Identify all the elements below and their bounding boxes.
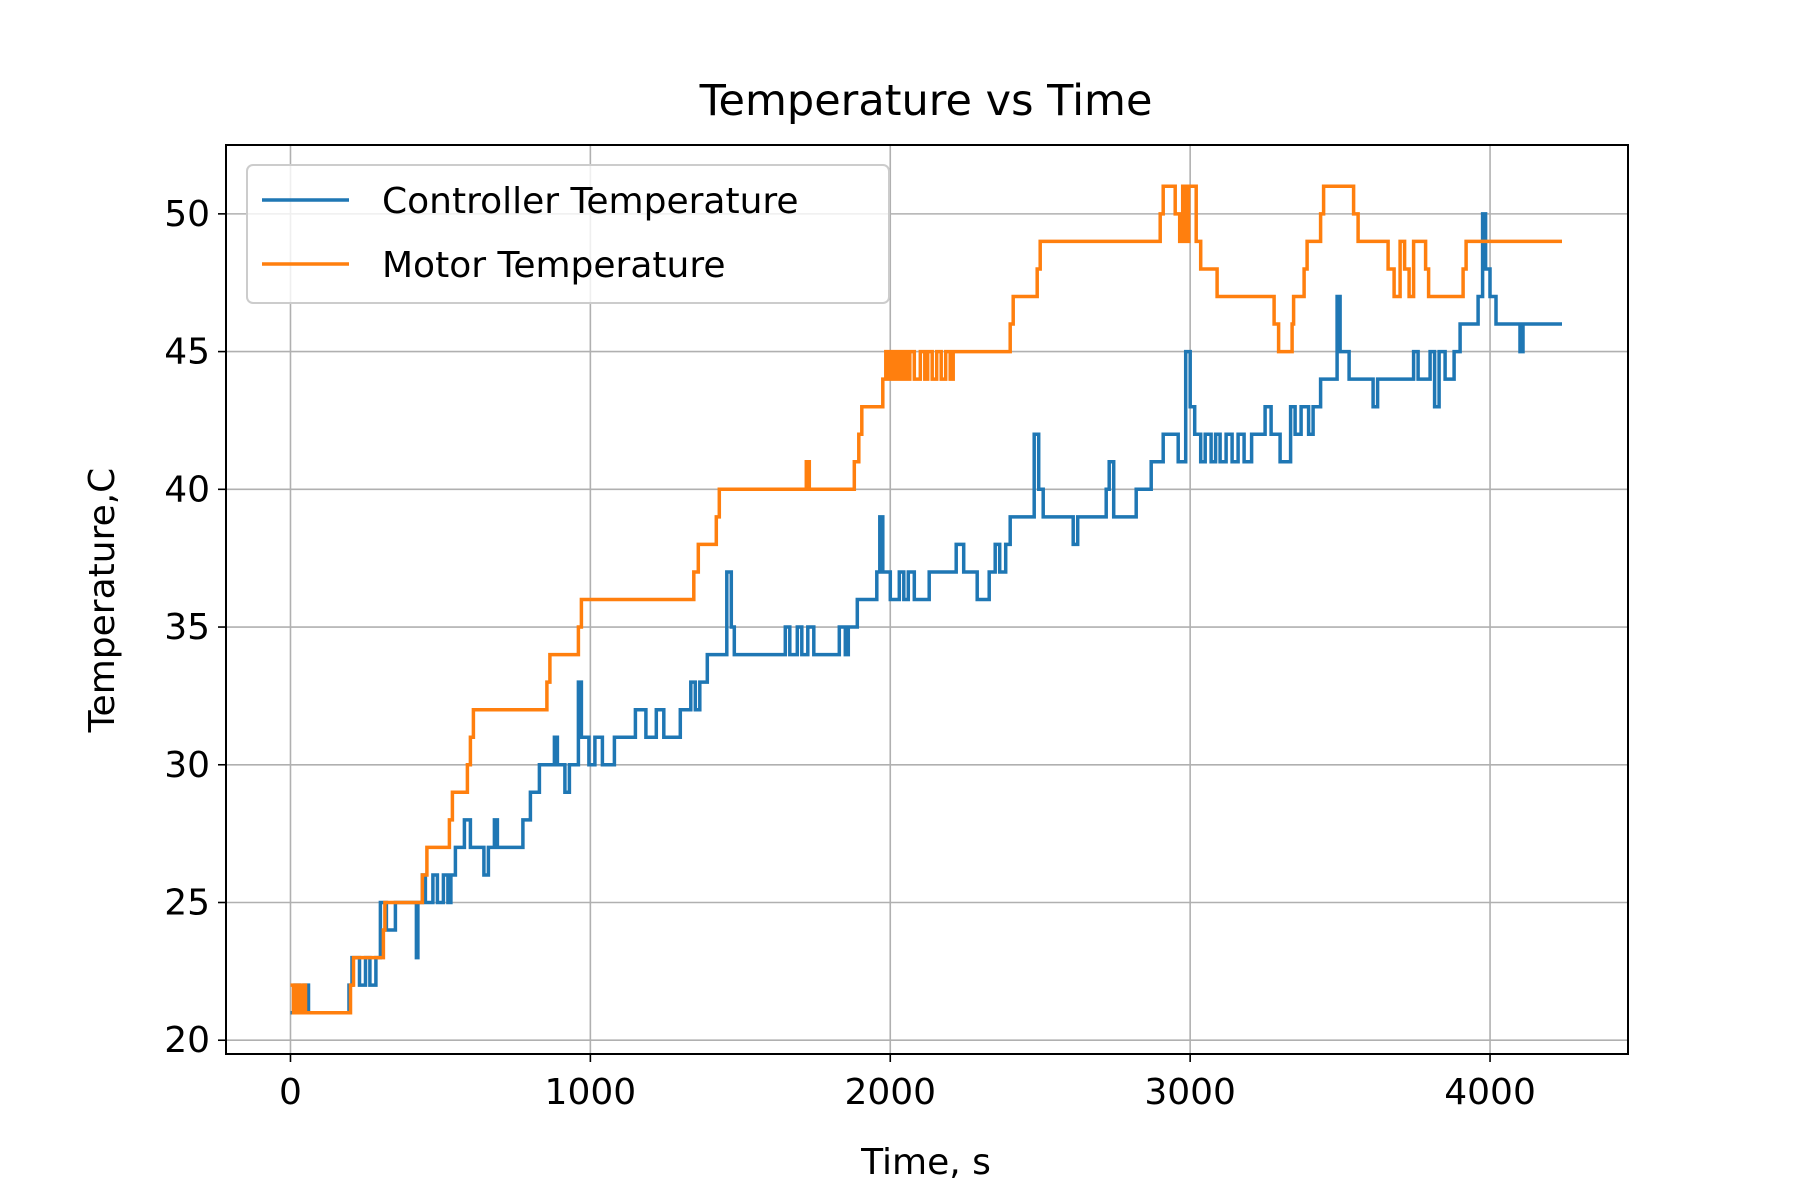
y-tick-label: 25 [164,883,210,924]
x-tick-label: 2000 [844,1072,936,1113]
y-tick-label: 35 [164,607,210,648]
plot-frame [225,144,1629,1055]
y-tick-label: 30 [164,745,210,786]
y-tick-label: 20 [164,1020,210,1061]
y-tick-label: 40 [164,469,210,510]
legend-label: Controller Temperature [382,181,799,222]
x-ticks: 0 1000 2000 3000 4000 [279,1054,1536,1113]
x-axis-label: Time, s [860,1142,991,1183]
y-ticks: 20 25 30 35 40 45 50 [164,194,226,1061]
series-line-controller-temperature [290,212,1562,1015]
series-lines [290,184,1562,1015]
legend: Controller Temperature Motor Temperature [246,164,890,304]
y-axis-label: Temperature,C [82,468,123,734]
chart-title: Temperature vs Time [699,76,1153,126]
y-tick-label: 45 [164,332,210,373]
x-tick-label: 4000 [1444,1072,1536,1113]
x-tick-label: 1000 [545,1072,637,1113]
legend-box [246,164,890,304]
series-line-motor-temperature [290,184,1562,1015]
x-tick-label: 0 [279,1072,302,1113]
x-tick-label: 3000 [1144,1072,1236,1113]
y-tick-label: 50 [164,194,210,235]
legend-label: Motor Temperature [382,245,726,286]
